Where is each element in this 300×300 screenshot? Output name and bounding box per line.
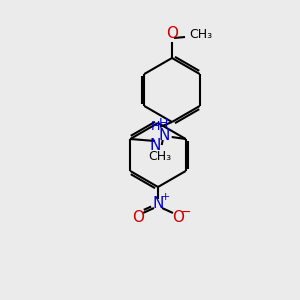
Text: H: H (150, 120, 160, 133)
Text: N: N (152, 196, 164, 211)
Text: +: + (160, 192, 170, 202)
Text: O: O (166, 26, 178, 41)
Text: CH₃: CH₃ (189, 28, 212, 41)
Text: N: N (149, 138, 161, 153)
Text: −: − (181, 206, 191, 218)
Text: O: O (132, 209, 144, 224)
Text: N: N (158, 128, 169, 142)
Text: O: O (172, 209, 184, 224)
Text: H: H (159, 117, 168, 130)
Text: CH₃: CH₃ (148, 150, 171, 163)
